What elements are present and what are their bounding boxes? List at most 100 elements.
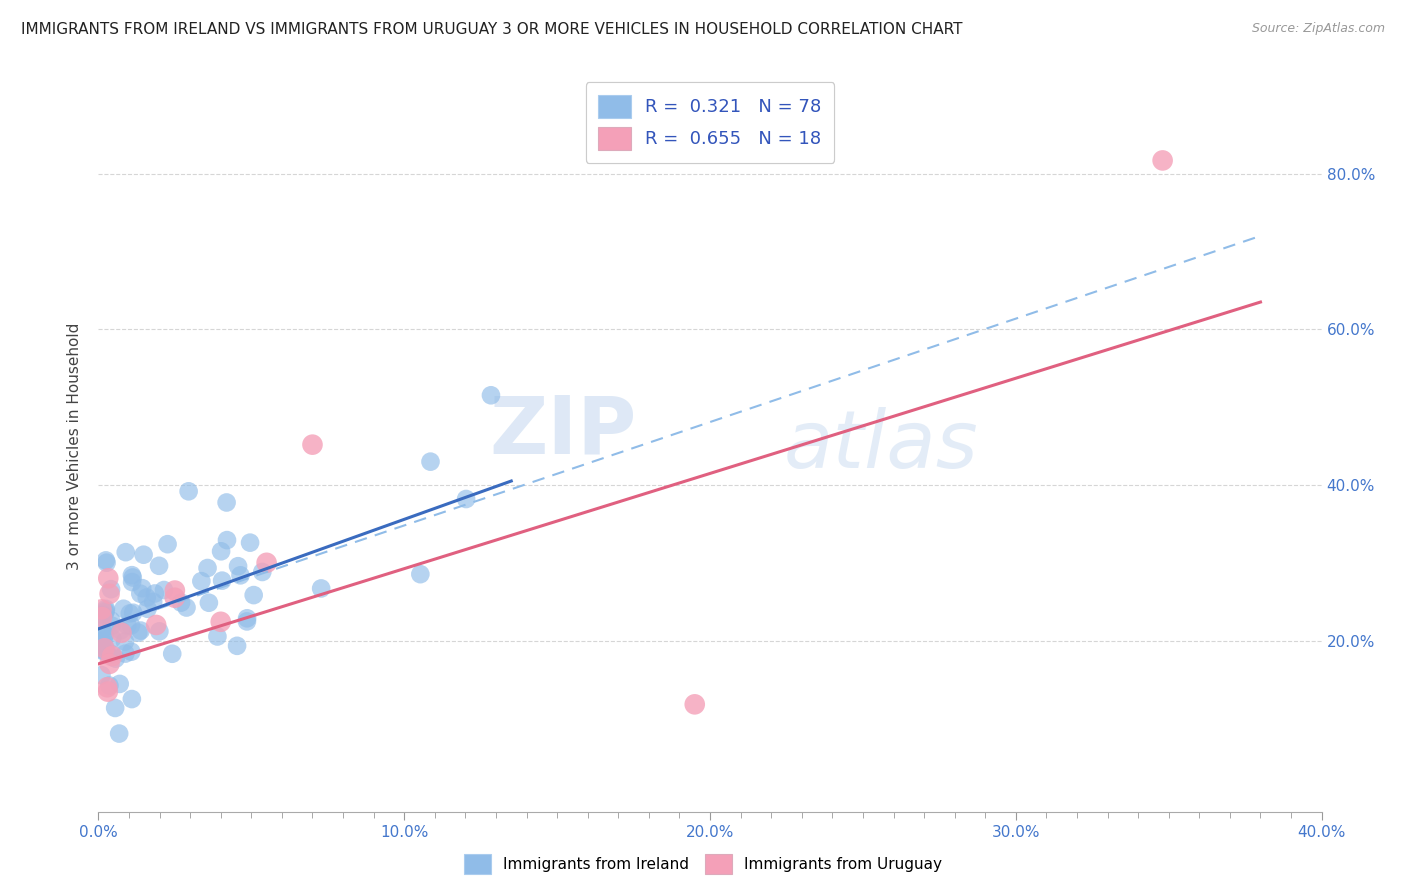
Point xyxy=(90,643,112,657)
Text: ZIP: ZIP xyxy=(489,392,637,470)
Point xyxy=(229,568,252,582)
Point xyxy=(132,548,155,562)
Point xyxy=(122,606,145,620)
Point xyxy=(1152,153,1174,168)
Point xyxy=(93,632,115,647)
Text: atlas: atlas xyxy=(783,407,979,485)
Point xyxy=(170,596,193,610)
Point xyxy=(91,610,114,624)
Point xyxy=(90,621,112,635)
Point xyxy=(98,587,121,601)
Point xyxy=(108,677,131,691)
Point xyxy=(114,647,136,661)
Legend: R =  0.321   N = 78, R =  0.655   N = 18: R = 0.321 N = 78, R = 0.655 N = 18 xyxy=(586,82,834,162)
Point xyxy=(90,624,112,638)
Point xyxy=(98,657,121,671)
Point xyxy=(110,625,132,640)
Point xyxy=(90,642,112,657)
Point xyxy=(143,586,166,600)
Point xyxy=(209,544,232,558)
Point xyxy=(176,600,198,615)
Point xyxy=(114,634,136,648)
Point xyxy=(479,388,502,402)
Point xyxy=(121,692,143,706)
Point xyxy=(226,559,249,574)
Point xyxy=(256,556,278,570)
Point xyxy=(215,533,238,548)
Point xyxy=(120,645,142,659)
Point xyxy=(131,581,153,595)
Point xyxy=(104,701,127,715)
Point xyxy=(112,601,135,615)
Point xyxy=(127,625,149,640)
Point xyxy=(97,571,120,585)
Point xyxy=(211,574,233,588)
Point xyxy=(419,455,441,469)
Point xyxy=(252,565,274,579)
Point xyxy=(117,618,139,632)
Point xyxy=(409,567,432,582)
Point xyxy=(100,647,122,661)
Point xyxy=(129,587,152,601)
Point xyxy=(93,640,115,655)
Point xyxy=(177,484,200,499)
Point xyxy=(100,618,122,632)
Point xyxy=(94,553,117,567)
Point xyxy=(94,604,117,618)
Point xyxy=(96,680,118,694)
Point xyxy=(236,611,259,625)
Point xyxy=(118,607,141,621)
Point xyxy=(101,632,124,646)
Point xyxy=(114,545,136,559)
Point xyxy=(91,634,114,648)
Point xyxy=(100,614,122,628)
Point xyxy=(309,582,332,596)
Point xyxy=(163,591,186,605)
Point xyxy=(215,495,238,509)
Point xyxy=(456,491,478,506)
Point xyxy=(91,607,114,622)
Point xyxy=(197,561,219,575)
Point xyxy=(93,627,115,641)
Point xyxy=(101,649,124,664)
Point xyxy=(136,601,159,615)
Point xyxy=(148,624,170,639)
Text: IMMIGRANTS FROM IRELAND VS IMMIGRANTS FROM URUGUAY 3 OR MORE VEHICLES IN HOUSEHO: IMMIGRANTS FROM IRELAND VS IMMIGRANTS FR… xyxy=(21,22,963,37)
Point xyxy=(242,588,264,602)
Point xyxy=(148,558,170,573)
Point xyxy=(120,618,142,632)
Point xyxy=(90,668,112,682)
Point xyxy=(104,651,127,665)
Point xyxy=(121,568,143,582)
Point xyxy=(190,574,212,589)
Point xyxy=(301,437,323,451)
Point xyxy=(239,535,262,549)
Point xyxy=(145,618,167,632)
Point xyxy=(93,641,115,656)
Point xyxy=(226,639,249,653)
Point xyxy=(98,679,121,693)
Point xyxy=(160,647,183,661)
Legend: Immigrants from Ireland, Immigrants from Uruguay: Immigrants from Ireland, Immigrants from… xyxy=(457,848,949,880)
Point xyxy=(94,605,117,619)
Point xyxy=(153,582,176,597)
Text: Source: ZipAtlas.com: Source: ZipAtlas.com xyxy=(1251,22,1385,36)
Point xyxy=(100,582,122,597)
Point xyxy=(110,624,132,638)
Point xyxy=(683,698,706,712)
Point xyxy=(94,602,117,616)
Point xyxy=(121,575,143,590)
Point xyxy=(135,591,157,605)
Point xyxy=(156,537,179,551)
Point xyxy=(236,615,259,629)
Y-axis label: 3 or more Vehicles in Household: 3 or more Vehicles in Household xyxy=(67,322,83,570)
Point xyxy=(142,595,165,609)
Point xyxy=(97,684,120,698)
Point xyxy=(96,646,118,660)
Point xyxy=(121,570,143,584)
Point xyxy=(209,615,232,629)
Point xyxy=(163,583,186,598)
Point xyxy=(108,726,131,740)
Point xyxy=(90,602,112,616)
Point xyxy=(96,556,118,570)
